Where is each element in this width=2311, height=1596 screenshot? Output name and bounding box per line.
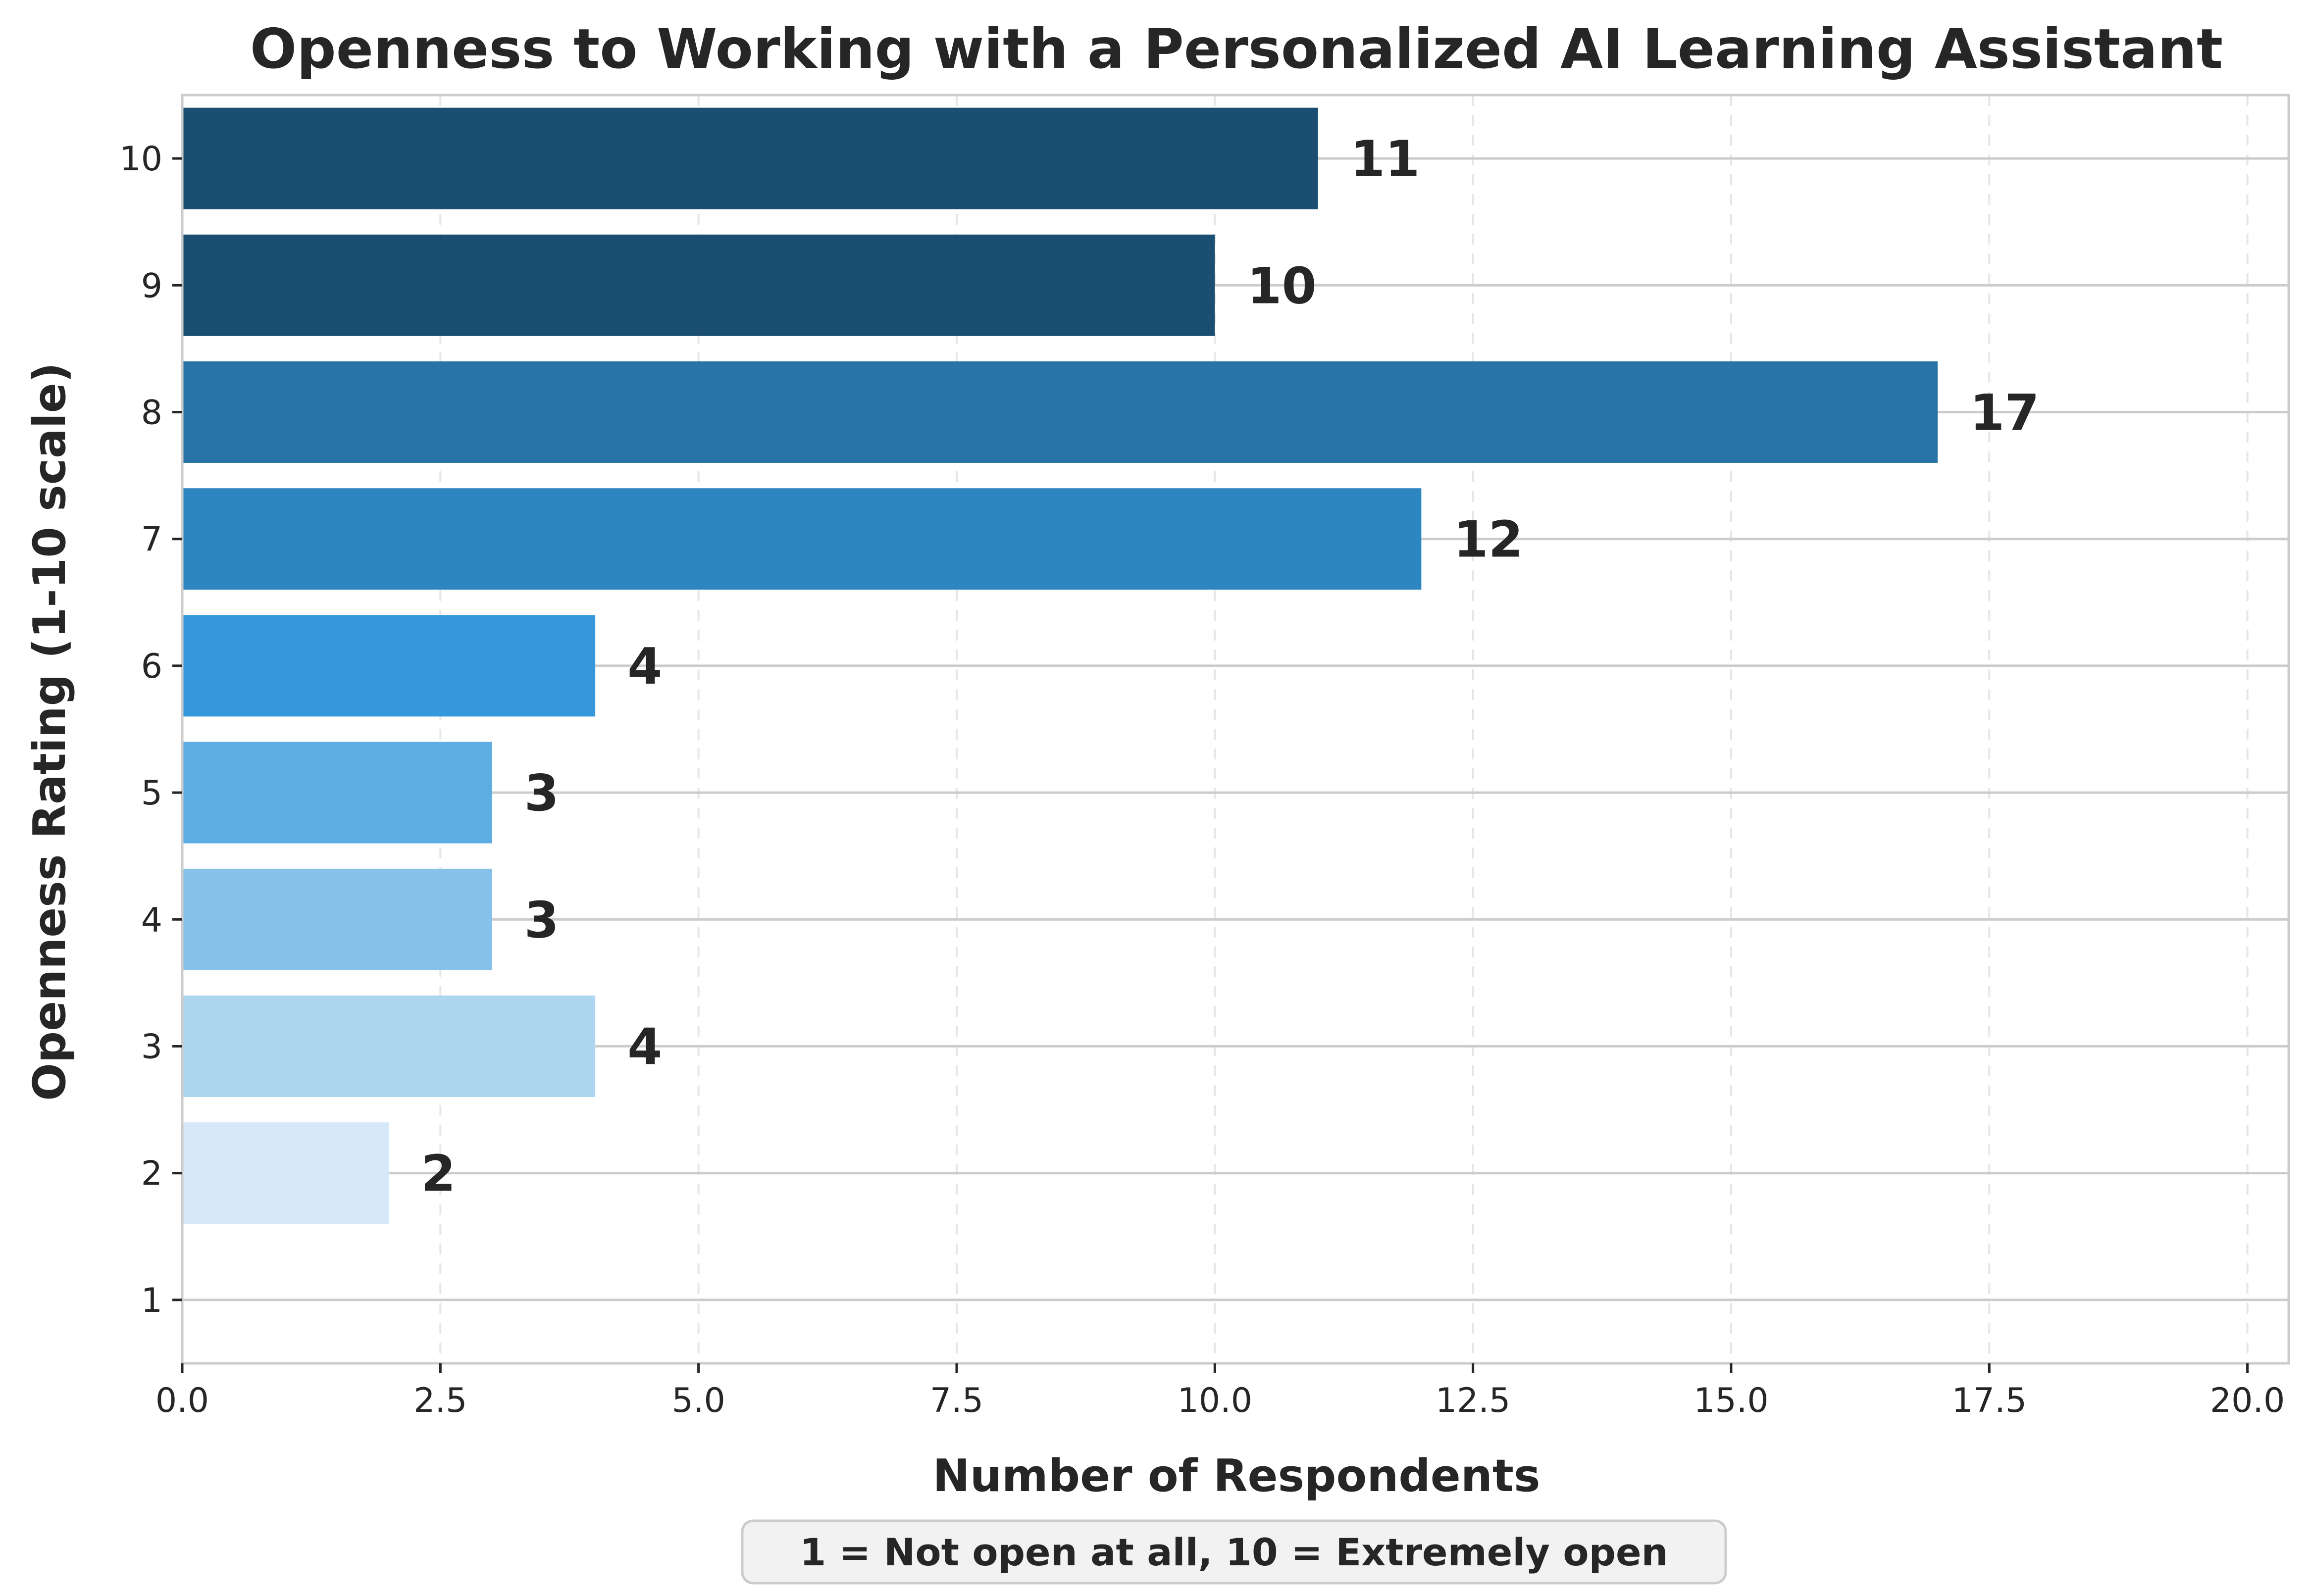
x-tick-label: 17.5 xyxy=(1952,1381,2027,1420)
x-tick-label: 12.5 xyxy=(1436,1381,1510,1420)
bar-rating-5 xyxy=(182,742,492,844)
bar-value-label: 2 xyxy=(421,1145,456,1203)
x-tick-label: 7.5 xyxy=(930,1381,983,1420)
x-tick-label: 5.0 xyxy=(672,1381,725,1420)
bar-rating-3 xyxy=(182,996,596,1097)
bar-value-label: 4 xyxy=(627,1018,662,1076)
bar-rating-10 xyxy=(182,107,1318,209)
scale-note-text: 1 = Not open at all, 10 = Extremely open xyxy=(800,1530,1668,1574)
y-tick-label: 3 xyxy=(141,1028,162,1067)
y-tick-label: 4 xyxy=(141,900,162,940)
x-tick-label: 0.0 xyxy=(155,1381,209,1420)
y-tick-label: 8 xyxy=(141,394,162,433)
bar-rating-9 xyxy=(182,234,1215,336)
axis-ticks: 0.0 2.5 5.0 7.5 10.0 12.5 15.0 17.5 20.012345678… xyxy=(119,140,2285,1420)
bar-rating-8 xyxy=(182,361,1938,463)
scale-note: 1 = Not open at all, 10 = Extremely open xyxy=(741,1519,1727,1585)
plot-frame xyxy=(181,94,2290,1365)
bar-value-label: 3 xyxy=(524,764,559,822)
bar-rating-6 xyxy=(182,615,596,717)
bar-value-label: 4 xyxy=(627,637,662,696)
bars xyxy=(182,107,1938,1224)
y-tick-label: 1 xyxy=(141,1281,162,1320)
bar-value-label: 11 xyxy=(1350,130,1420,188)
chart-title: Openness to Working with a Personalized … xyxy=(250,17,2223,81)
bar-rating-2 xyxy=(182,1122,389,1224)
data-labels: 2 4 3 3 4 12 17 10 11 xyxy=(421,130,2040,1203)
bar-rating-4 xyxy=(182,868,492,970)
y-tick-label: 7 xyxy=(141,520,162,559)
y-tick-label: 10 xyxy=(119,140,162,179)
x-tick-label: 10.0 xyxy=(1178,1381,1252,1420)
x-axis-label: Number of Respondents xyxy=(932,1450,1540,1502)
y-axis-label: Openness Rating (1-10 scale) xyxy=(24,362,76,1101)
bar-value-label: 3 xyxy=(524,891,559,949)
y-tick-label: 5 xyxy=(141,774,162,813)
x-tick-label: 20.0 xyxy=(2210,1381,2285,1420)
scale-note-box xyxy=(741,1519,1727,1585)
bar-rating-7 xyxy=(182,488,1422,590)
y-tick-label: 6 xyxy=(141,647,162,686)
bar-value-label: 12 xyxy=(1453,510,1523,569)
bar-value-label: 17 xyxy=(1970,384,2040,442)
y-tick-label: 9 xyxy=(141,266,162,305)
x-tick-label: 2.5 xyxy=(413,1381,467,1420)
bar-value-label: 10 xyxy=(1247,256,1317,315)
y-tick-label: 2 xyxy=(141,1154,162,1194)
x-tick-label: 15.0 xyxy=(1694,1381,1768,1420)
